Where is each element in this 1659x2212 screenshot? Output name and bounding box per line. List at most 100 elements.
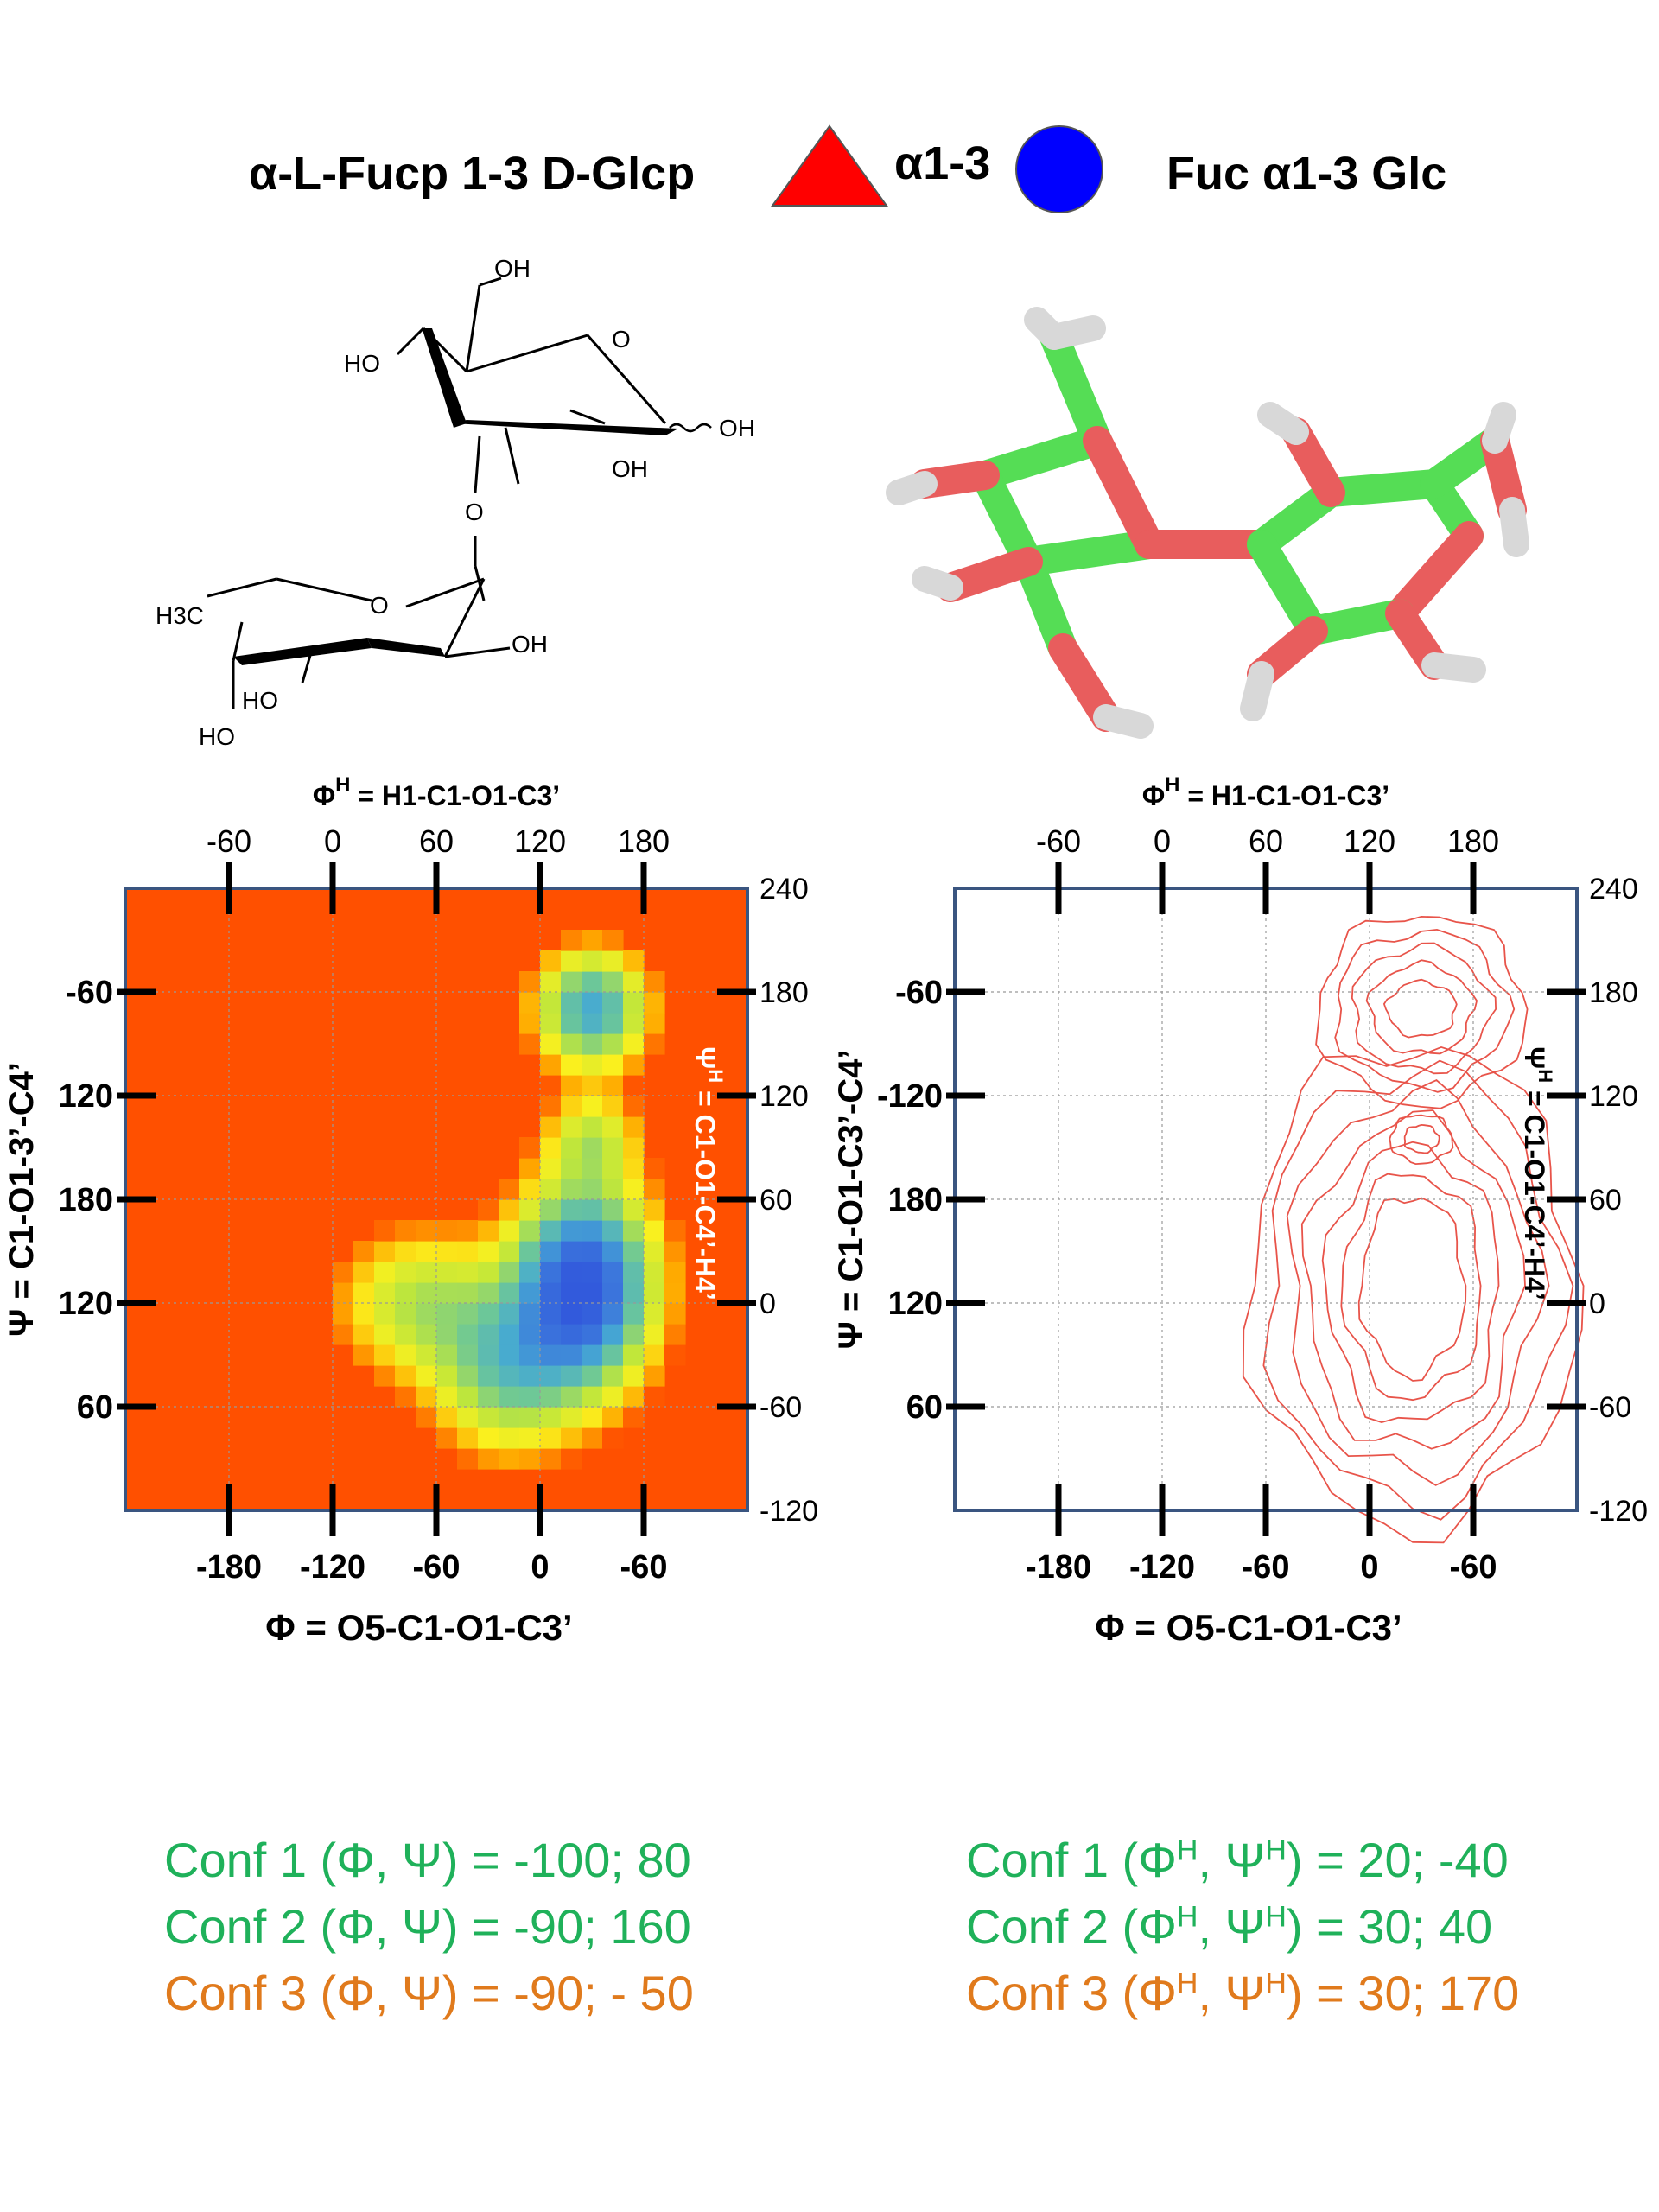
contour-line (1334, 928, 1516, 1093)
heatmap-cell (561, 1075, 582, 1096)
heatmap-cell (582, 971, 603, 993)
heatmap-cell (540, 1241, 562, 1262)
tick-label-bottom: -60 (1243, 1549, 1290, 1586)
heatmap-cell (457, 1324, 479, 1345)
heatmap-cell (540, 1179, 562, 1200)
tick-label-top: 0 (1154, 823, 1171, 859)
heatmap-cell (623, 1158, 645, 1179)
heatmap-cell (395, 1282, 416, 1304)
heatmap-cell (623, 1013, 645, 1034)
tick-label-right: 180 (1589, 976, 1638, 1009)
heatmap-cell (374, 1324, 396, 1345)
conf-superscript: H (1176, 1900, 1198, 1934)
heatmap-cell (561, 1096, 582, 1117)
heatmap-cell (436, 1241, 458, 1262)
contour-line (1340, 1173, 1482, 1402)
heatmap-cell (561, 971, 582, 993)
heatmap-cell (582, 1220, 603, 1242)
heatmap-cell (644, 1158, 665, 1179)
heatmap-cell (436, 1282, 458, 1304)
heatmap-cell (457, 1262, 479, 1283)
heatmap-cell (602, 1407, 624, 1428)
structure-label: HO (242, 687, 278, 714)
heatmap-cell (519, 1158, 541, 1179)
heatmap-cell (623, 1054, 645, 1076)
heatmap-cell (602, 1241, 624, 1262)
heatmap-cell (540, 950, 562, 972)
heatmap-cell (582, 992, 603, 1014)
heatmap-cell (602, 1386, 624, 1408)
heatmap-cell (436, 1262, 458, 1283)
heatmap-cell (602, 950, 624, 972)
heatmap-cell (644, 1013, 665, 1034)
heatmap-cell (602, 971, 624, 993)
heatmap-cell (540, 971, 562, 993)
heatmap-cell (540, 992, 562, 1014)
heatmap-cell (519, 1303, 541, 1325)
heatmap-cell (374, 1303, 396, 1325)
heatmap-cell (623, 1407, 645, 1428)
tick-label-bottom: 0 (1360, 1549, 1378, 1586)
heatmap-cell (436, 1303, 458, 1325)
heatmap-cell (499, 1262, 520, 1283)
heatmap-cell (540, 1344, 562, 1366)
heatmap-cell (436, 1427, 458, 1449)
linkage-label: α1-3 (894, 137, 991, 189)
heatmap-cell (519, 1344, 541, 1366)
heatmap-cell (499, 1199, 520, 1221)
heatmap-cell (353, 1324, 375, 1345)
heatmap-cell (582, 1303, 603, 1325)
heatmap-cell (561, 1220, 582, 1242)
heatmap-cell (519, 1241, 541, 1262)
heatmap-cell (457, 1220, 479, 1242)
heatmap-cell (457, 1365, 479, 1387)
heatmap-cell (374, 1220, 396, 1242)
conf-separator: , (374, 1833, 403, 1887)
conf-symbol-psi: Ψ (1224, 1899, 1266, 1954)
heatmap-cell (602, 1179, 624, 1200)
conformation-left-1: Conf 1 (Φ, Ψ) = -100; 80 (164, 1832, 691, 1888)
tick-label-left: 60 (906, 1389, 943, 1426)
heatmap-cell (602, 1365, 624, 1387)
heatmap-cell (416, 1386, 437, 1408)
heatmap-cell (416, 1365, 437, 1387)
heatmap-cell (395, 1241, 416, 1262)
structure-label: OH (512, 631, 548, 658)
tick-label-top: -60 (1036, 823, 1081, 859)
heatmap-cell (395, 1262, 416, 1283)
heatmap-cell (499, 1303, 520, 1325)
heatmap-cell (478, 1282, 499, 1304)
tick-label-right: 120 (1589, 1080, 1638, 1113)
heatmap-cell (478, 1241, 499, 1262)
molecule-3d-model (886, 307, 1529, 739)
heatmap-cell (374, 1282, 396, 1304)
axis-title-right: ΨH = C1-O1-C4’-H4’ (690, 1046, 727, 1300)
conf-prefix: Conf 2 ( (164, 1899, 337, 1954)
tick-label-left: -60 (66, 975, 113, 1011)
heatmap-cell (602, 1303, 624, 1325)
conf-symbol-phi: Φ (336, 1833, 375, 1887)
heatmap-cell (561, 950, 582, 972)
contour-line (1321, 1141, 1500, 1424)
heatmap-cell (519, 1324, 541, 1345)
conf-prefix: Conf 3 ( (966, 1966, 1139, 2020)
contour-line (1300, 1109, 1526, 1450)
heatmap-cell (478, 1199, 499, 1221)
heatmap-cell (664, 1344, 686, 1366)
heatmap-cell (436, 1365, 458, 1387)
conf-symbol-phi: Φ (1138, 1899, 1177, 1954)
fucose-triangle-icon (771, 124, 888, 207)
heatmap-cell (582, 1199, 603, 1221)
axis-title-right: ΨH = C1-O1-C4’-H4’ (1519, 1046, 1556, 1300)
heatmap-cell (457, 1303, 479, 1325)
heatmap-cell (602, 1220, 624, 1242)
heatmap-cell (664, 1324, 686, 1345)
heatmap-cell (623, 950, 645, 972)
structure-label: H3C (156, 602, 204, 629)
heatmap-cell (499, 1241, 520, 1262)
heatmap-cell (457, 1427, 479, 1449)
heatmap-cell (519, 971, 541, 993)
conformation-left-2: Conf 2 (Φ, Ψ) = -90; 160 (164, 1898, 691, 1955)
heatmap-cell (561, 1013, 582, 1034)
